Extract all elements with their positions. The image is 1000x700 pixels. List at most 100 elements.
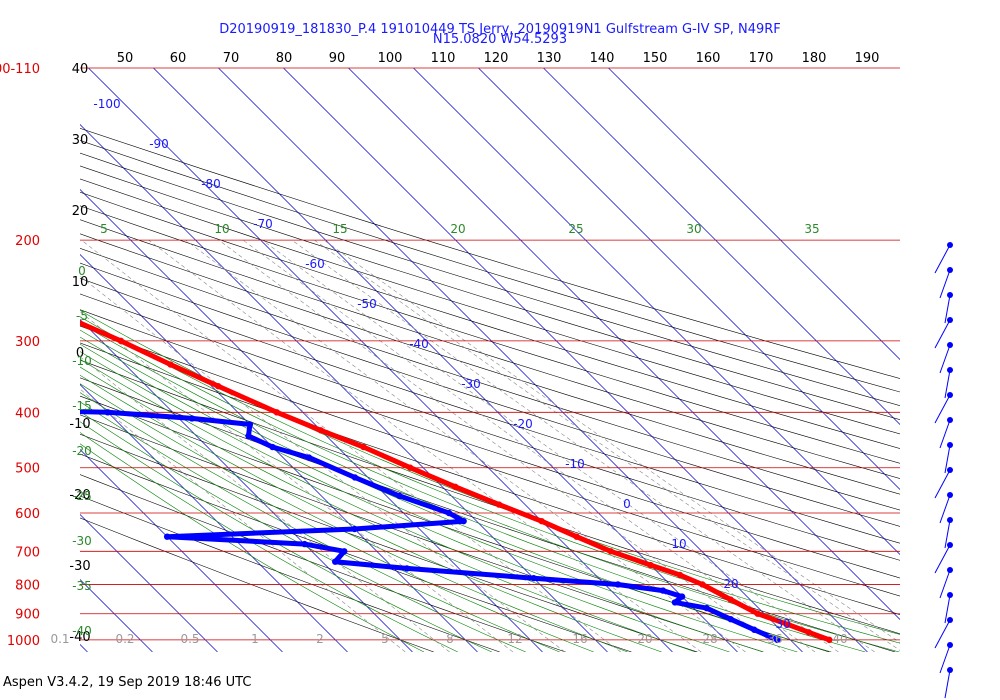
dewpoint-point [460, 517, 467, 525]
mixing-ratio-label: 36 [767, 632, 782, 646]
temperature-point [167, 361, 174, 368]
altitude-label: 30 [72, 133, 89, 148]
temperature-point [452, 483, 459, 491]
wind-barb [934, 242, 953, 274]
pressure-label: 200 [15, 234, 40, 249]
isotherm-line [608, 68, 900, 361]
altitude-label: -40 [69, 630, 90, 645]
top-axis-tick-label: 180 [802, 51, 827, 66]
theta-label: 5 [100, 222, 108, 236]
temperature-point [360, 443, 367, 451]
top-axis-tick-label: 90 [329, 51, 346, 66]
wind-barb [934, 617, 953, 649]
wind-barb [944, 592, 953, 624]
mixing-ratio-label: 0.1 [50, 632, 69, 646]
theta-left-label: -35 [72, 579, 92, 593]
theta-label: 15 [332, 222, 347, 236]
isotherm-line [478, 68, 900, 491]
top-axis-tick-label: 100 [378, 51, 403, 66]
mixing-ratio-line [262, 239, 839, 652]
wind-barb [934, 392, 953, 424]
top-axis-tick-label: 160 [696, 51, 721, 66]
dry-adiabat-line [80, 277, 900, 544]
dewpoint-point [269, 443, 276, 451]
top-axis-tick-label: 70 [223, 51, 240, 66]
wind-barb [939, 492, 953, 524]
pressure-label: 900 [15, 608, 40, 623]
dewpoint-point [332, 558, 339, 565]
moist-adiabat-line [80, 374, 662, 652]
isotherm-line [80, 384, 348, 652]
moist-adiabat-line [80, 358, 730, 652]
mixing-ratio-line [323, 239, 900, 643]
moist-adiabat-line [80, 322, 900, 652]
dewpoint-point [163, 533, 171, 540]
isotherm-label: -30 [461, 377, 481, 391]
top-axis-tick-label: 140 [590, 51, 615, 66]
dry-adiabat-line [80, 219, 900, 479]
mixing-ratio-label: 28 [702, 632, 717, 646]
isotherm-label: -60 [305, 257, 325, 271]
mixing-ratio-label: 20 [637, 632, 652, 646]
background-grid [80, 68, 900, 652]
wind-barb-staff [934, 544, 951, 574]
dry-adiabat-line [80, 152, 900, 406]
dry-adiabat-line [80, 309, 900, 579]
theta-left-label: -15 [72, 399, 92, 413]
mixing-ratio-line [80, 275, 566, 652]
mixing-ratio-label: 12 [507, 632, 522, 646]
wind-barb-staff [944, 594, 951, 624]
isotherm-label: -90 [149, 137, 169, 151]
wind-barb [939, 567, 953, 599]
wind-barb [944, 292, 953, 324]
wind-barb [944, 442, 953, 474]
dewpoint-point [305, 454, 313, 461]
mixing-ratio-label: 16 [572, 632, 587, 646]
dewpoint-point [445, 509, 453, 517]
dry-adiabat-line [80, 205, 900, 464]
wind-barb-staff [934, 319, 951, 349]
axis-labels: 100-110200300400500600700800900100050607… [0, 51, 879, 649]
theta-label: 30 [686, 222, 701, 236]
mixing-ratio-line [185, 239, 746, 652]
dry-adiabat-line [80, 165, 900, 420]
isotherm-line [80, 319, 413, 652]
pressure-label: 1000 [7, 634, 40, 649]
isotherm-label: 30 [775, 617, 790, 631]
dewpoint-point [351, 474, 359, 481]
dry-adiabat-line [80, 191, 900, 449]
wind-barb-staff [944, 444, 951, 474]
chart-title-line2: N15.0820 W54.5293 [433, 32, 567, 47]
mixing-ratio-label: 0.5 [180, 632, 199, 646]
dewpoint-point [188, 415, 196, 422]
mixing-ratio-label: 8 [446, 632, 454, 646]
dewpoint-point [671, 599, 679, 606]
pressure-label: 600 [15, 507, 40, 522]
altitude-label: 40 [72, 62, 89, 77]
theta-left-label: 0 [78, 264, 86, 278]
wind-barb [934, 317, 953, 349]
theta-left-label: -25 [72, 489, 92, 503]
dry-adiabat-line [80, 293, 900, 561]
dewpoint-point [246, 421, 254, 428]
dewpoint-point [678, 593, 686, 600]
pressure-label: 400 [15, 406, 40, 421]
wind-barb-staff [934, 394, 951, 424]
isotherm-label: -40 [409, 337, 429, 351]
dry-adiabat-line [80, 140, 900, 393]
wind-barb-staff [944, 669, 951, 699]
temperature-point [647, 561, 654, 569]
moist-adiabat-line [80, 316, 900, 644]
wind-barb [944, 517, 953, 549]
temperature-point [805, 629, 812, 636]
isotherm-line [153, 68, 738, 652]
isotherm-label: 0 [623, 497, 631, 511]
temperature-point [607, 548, 614, 555]
top-axis-tick-label: 170 [749, 51, 774, 66]
dewpoint-point [703, 604, 710, 612]
moist-adiabat-line [80, 401, 560, 652]
wind-barb-staff [944, 519, 951, 549]
isotherm-label: -20 [513, 417, 533, 431]
temperature-point [407, 464, 414, 471]
